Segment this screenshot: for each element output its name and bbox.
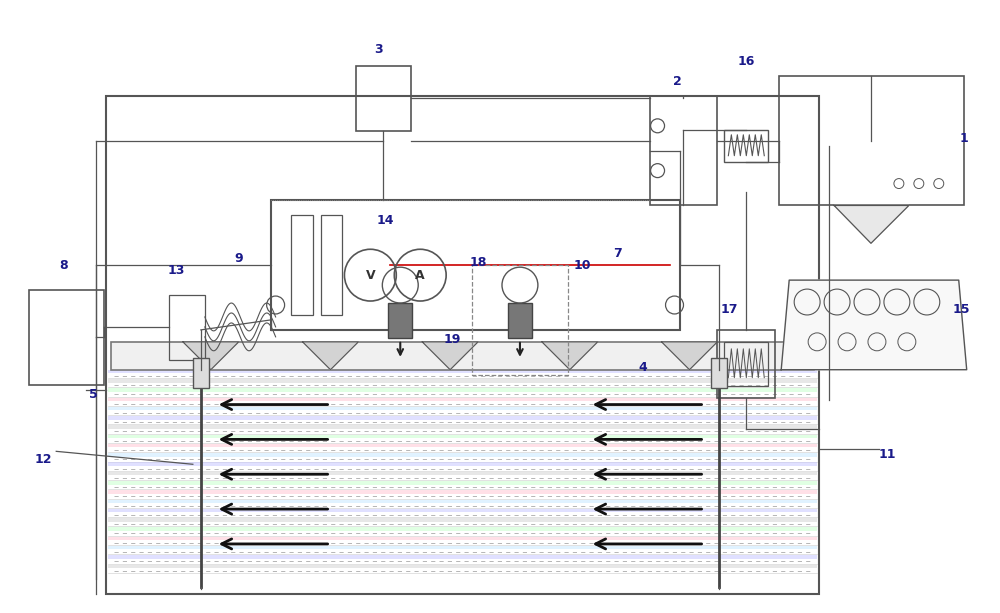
Text: 8: 8 xyxy=(59,259,68,272)
Bar xyxy=(717,330,775,398)
Text: V: V xyxy=(366,268,375,281)
Bar xyxy=(108,407,817,410)
Bar xyxy=(650,96,717,205)
Polygon shape xyxy=(422,342,478,370)
Bar xyxy=(711,358,727,387)
Text: 2: 2 xyxy=(673,75,682,88)
Bar xyxy=(724,342,768,386)
Polygon shape xyxy=(834,205,909,243)
Bar xyxy=(108,481,817,484)
Bar xyxy=(108,435,817,438)
Bar xyxy=(111,342,814,370)
Text: 13: 13 xyxy=(167,264,185,276)
Bar xyxy=(779,76,964,205)
Bar xyxy=(108,398,817,401)
Bar xyxy=(108,472,817,475)
Bar xyxy=(108,416,817,420)
Polygon shape xyxy=(781,280,967,370)
Bar xyxy=(108,379,817,383)
Bar xyxy=(291,215,313,315)
Bar xyxy=(108,546,817,549)
Text: 17: 17 xyxy=(721,303,738,316)
Text: A: A xyxy=(415,268,425,281)
Bar xyxy=(108,462,817,466)
Bar xyxy=(472,265,568,375)
Text: 10: 10 xyxy=(574,259,592,272)
Bar xyxy=(106,96,819,594)
Text: 9: 9 xyxy=(234,252,243,265)
Bar xyxy=(108,388,817,392)
Bar xyxy=(108,518,817,522)
Polygon shape xyxy=(303,342,358,370)
Bar xyxy=(193,358,209,387)
Bar xyxy=(108,509,817,512)
Bar xyxy=(108,453,817,457)
Bar xyxy=(108,370,817,373)
Text: 16: 16 xyxy=(738,55,755,67)
Bar xyxy=(356,66,411,131)
Bar xyxy=(320,215,342,315)
Text: 15: 15 xyxy=(953,303,970,316)
Bar xyxy=(508,303,532,338)
Bar xyxy=(388,303,412,338)
Polygon shape xyxy=(662,342,717,370)
Bar xyxy=(29,290,104,384)
Bar xyxy=(108,527,817,531)
Bar xyxy=(108,565,817,568)
Text: 19: 19 xyxy=(443,333,461,346)
Text: 4: 4 xyxy=(638,361,647,374)
Text: 3: 3 xyxy=(374,43,383,56)
Text: 5: 5 xyxy=(89,388,98,401)
Text: 11: 11 xyxy=(878,448,896,461)
Text: 18: 18 xyxy=(469,256,487,268)
Polygon shape xyxy=(183,342,239,370)
Text: 7: 7 xyxy=(613,247,622,260)
Bar xyxy=(108,555,817,559)
Bar xyxy=(108,500,817,503)
Text: 12: 12 xyxy=(35,453,52,466)
Bar xyxy=(108,536,817,540)
Bar xyxy=(724,130,768,162)
Bar xyxy=(108,490,817,494)
Bar xyxy=(169,295,205,360)
Bar xyxy=(108,425,817,429)
Text: 1: 1 xyxy=(959,132,968,145)
Text: 14: 14 xyxy=(377,214,394,227)
Bar xyxy=(108,444,817,447)
Polygon shape xyxy=(542,342,598,370)
Bar xyxy=(271,200,680,330)
